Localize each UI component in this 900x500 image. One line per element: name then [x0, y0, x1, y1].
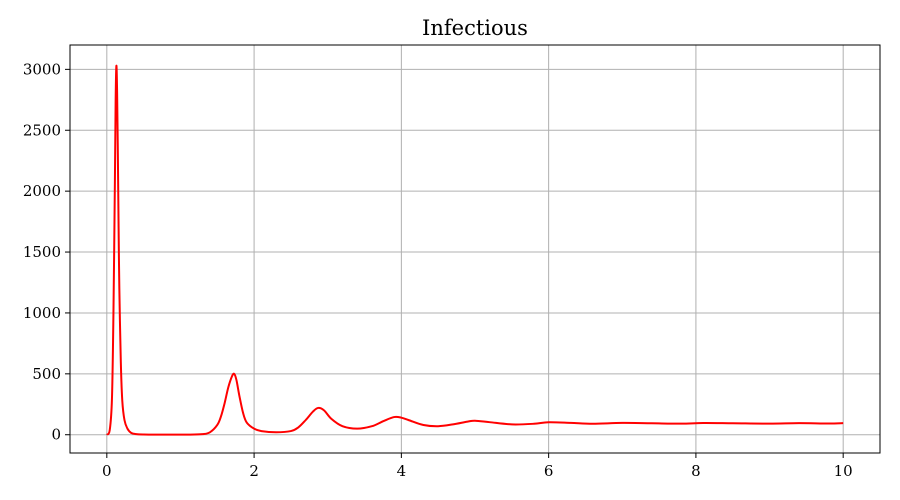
x-tick-label: 2: [249, 462, 259, 480]
grid-lines: [70, 45, 880, 453]
y-tick-label: 500: [32, 365, 61, 383]
x-tick-label: 0: [102, 462, 112, 480]
series-line: [105, 64, 844, 436]
axes-frame: [69, 44, 881, 454]
x-tick-label: 4: [397, 462, 407, 480]
y-tick-label: 2500: [23, 121, 61, 139]
chart-title: Infectious: [422, 16, 528, 40]
y-tick-label: 1500: [23, 243, 61, 261]
y-tick-label: 2000: [23, 182, 61, 200]
x-tick-label: 10: [834, 462, 853, 480]
y-tick-label: 3000: [23, 60, 61, 78]
ticks: 0 2 4 6 8 10 0 500 1000 1500 2000 2500 3000: [23, 60, 853, 480]
series-layer: [105, 64, 844, 436]
y-tick-label: 0: [51, 426, 61, 444]
y-tick-label: 1000: [23, 304, 61, 322]
x-tick-label: 8: [691, 462, 701, 480]
x-tick-label: 6: [544, 462, 554, 480]
